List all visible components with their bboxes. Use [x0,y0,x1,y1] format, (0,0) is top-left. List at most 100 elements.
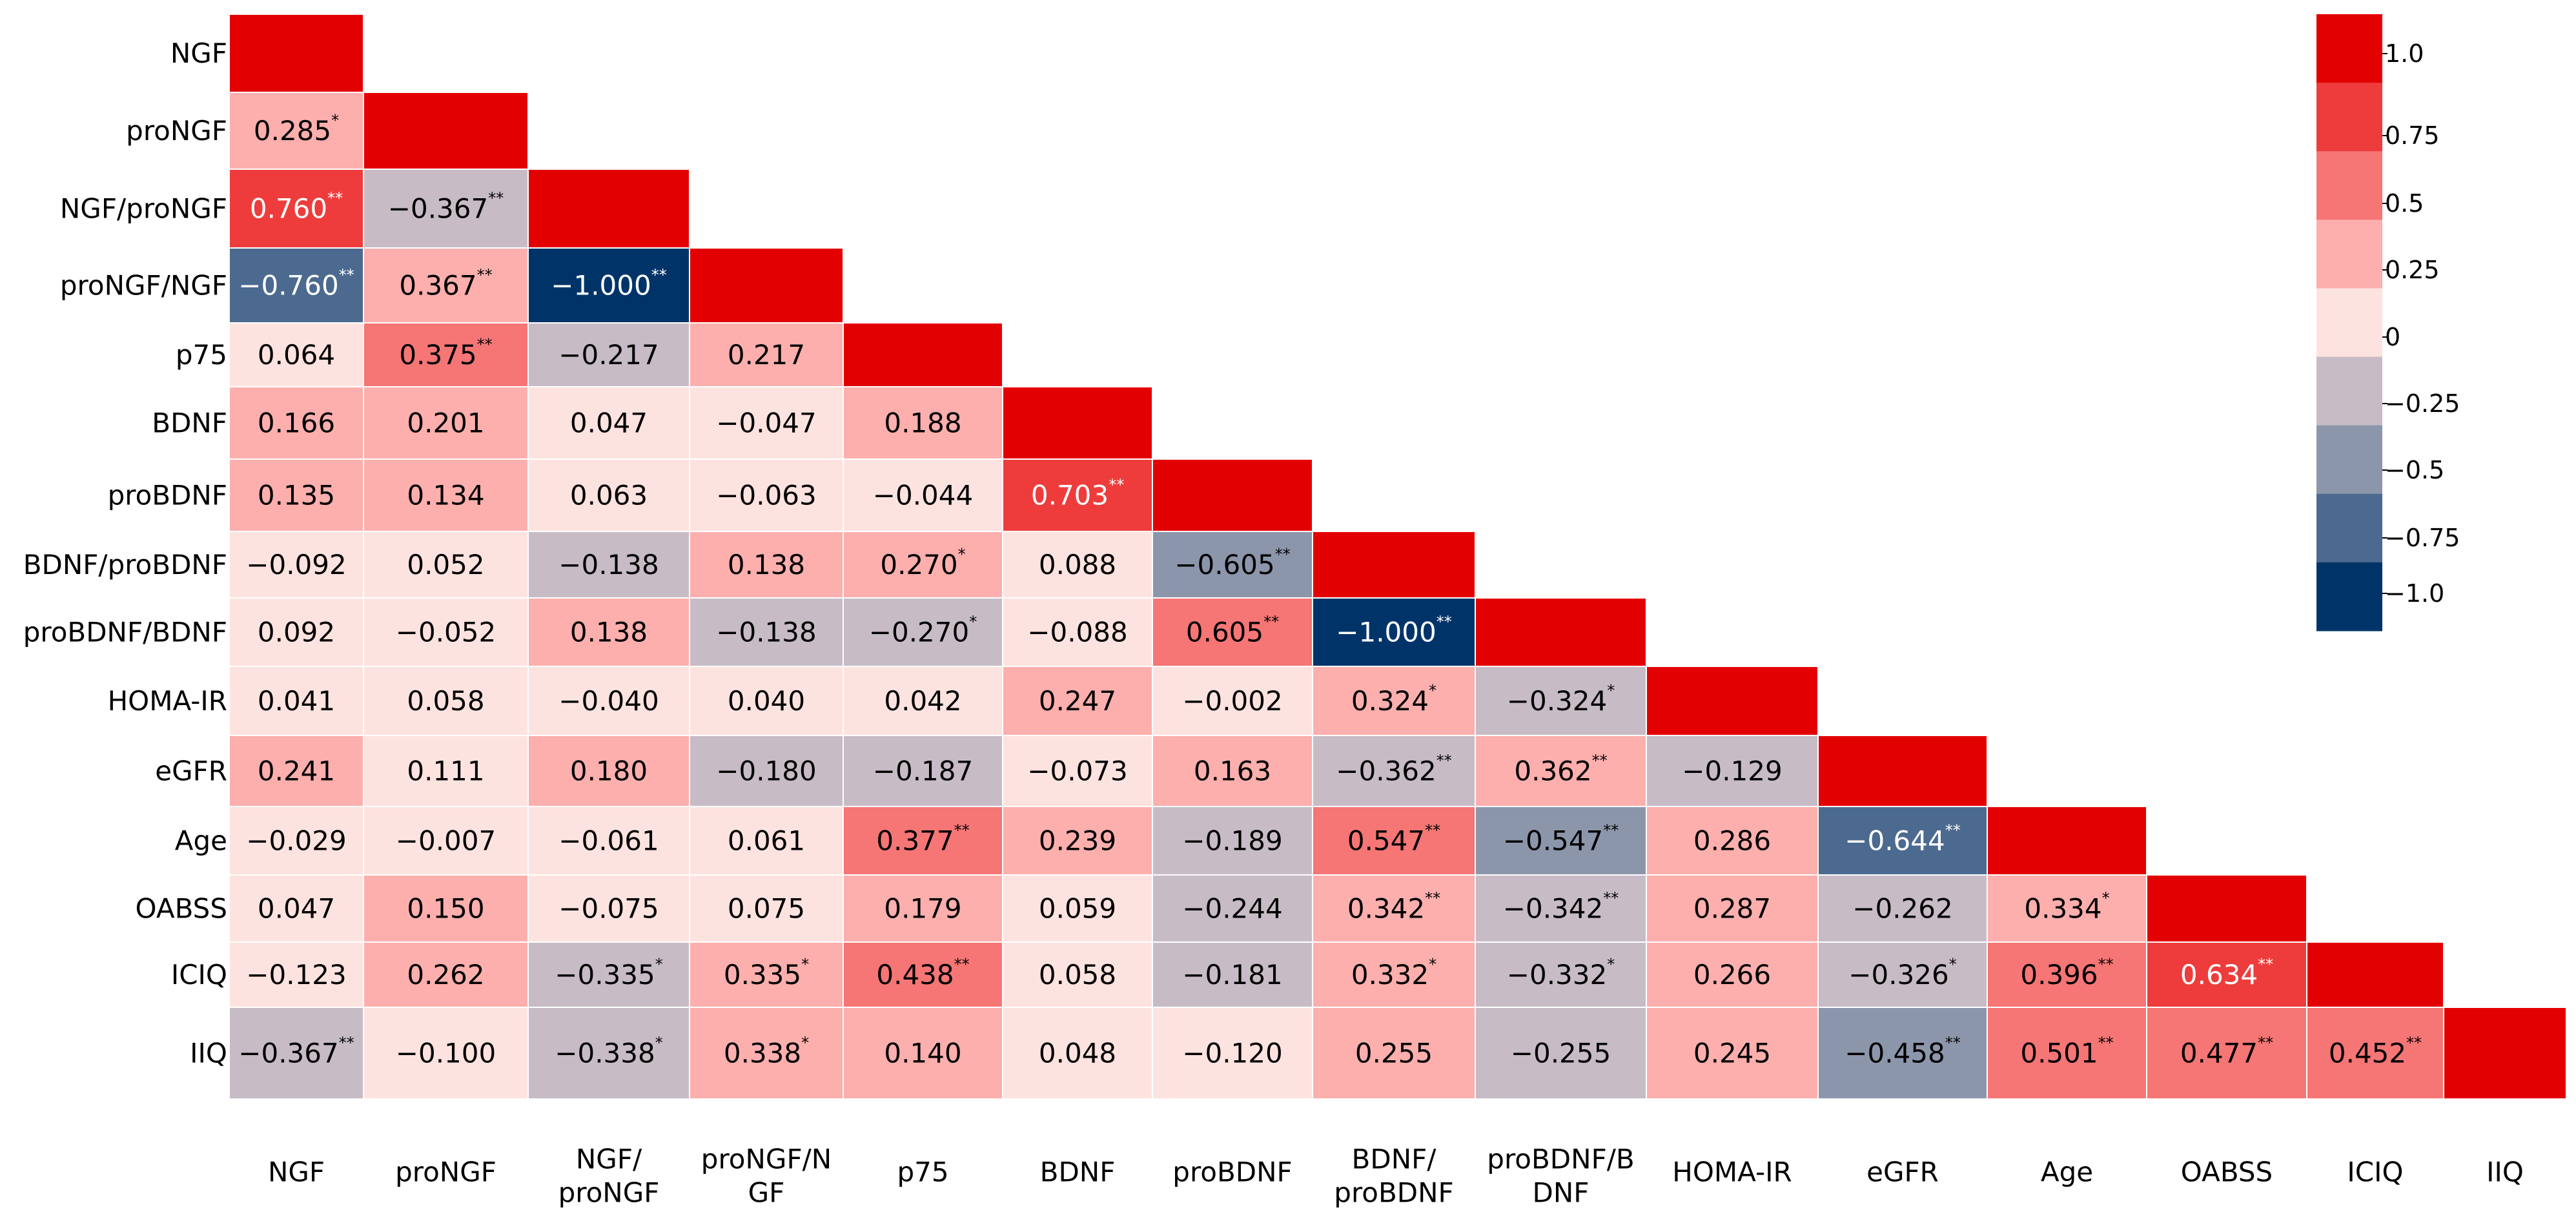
cell-value-label: 0.040 [728,685,805,717]
cell-value-label: 0.634** [2180,956,2273,991]
row-label: OABSS [136,893,227,925]
heatmap-cell [230,93,363,169]
heatmap-cell [230,249,363,322]
heatmap-cell [230,170,363,247]
heatmap-diagonal-cell [844,324,1002,386]
cell-value-label: −0.338* [555,1034,662,1069]
cell-value-label: 0.041 [258,685,335,717]
cell-value-label: −0.332* [1507,956,1615,991]
cell-value-label: −0.189 [1182,825,1282,857]
colorbar-tick-label: −0.5 [2385,456,2444,484]
cell-value-label: 0.092 [258,617,335,648]
cell-value-label: 0.138 [570,617,648,648]
significance-star: ** [954,956,970,974]
heatmap-cell [1153,532,1312,597]
cell-value-label: 0.138 [728,549,805,580]
significance-star: * [801,1034,809,1052]
cell-value-label: −0.075 [558,893,659,925]
heatmap-cell [1819,943,1987,1007]
significance-star: * [969,613,977,631]
cell-value-label: 0.286 [1693,825,1771,857]
colorbar-tick-label: 0 [2385,323,2400,351]
heatmap-cell [1003,876,1152,941]
cell-value-label: −0.255 [1511,1038,1611,1069]
cell-value-label: −0.100 [396,1038,496,1069]
heatmap-cell [844,667,1002,735]
cell-value-label: −0.002 [1182,685,1282,717]
heatmap-cell [529,807,689,874]
cell-value-label: 0.042 [884,685,961,717]
significance-star: ** [339,1034,354,1052]
cell-value-label: 0.188 [884,407,961,439]
heatmap-cell [1476,876,1646,941]
cell-value-label: 0.270* [880,546,965,581]
heatmap-cell [529,460,689,531]
heatmap-cell [230,599,363,666]
significance-star: ** [2406,1034,2422,1052]
heatmap-cell [529,249,689,322]
significance-star: ** [1109,476,1124,494]
heatmap-cell [1476,943,1646,1007]
heatmap-cell [1647,943,1817,1007]
heatmap-cell [1153,943,1312,1007]
cell-value-label: −0.760** [238,266,354,302]
cell-value-label: −0.326* [1848,956,1956,991]
significance-star: ** [651,266,667,284]
row-label: eGFR [155,755,227,787]
significance-star: ** [1945,1034,1961,1052]
column-label: proBDNF [1172,1156,1292,1188]
colorbar: 1.0 0.75 0.5 0.25 0 −0.25 −0.5 −0.75 −1.0 [2316,14,2460,632]
heatmap-cell [230,943,363,1007]
heatmap-diagonal-cell [1476,599,1646,666]
cell-value-label: −0.605** [1174,546,1290,581]
heatmap-cell [364,170,527,247]
column-label: proNGF [395,1156,496,1188]
column-label: BDNF [1040,1156,1116,1188]
cell-value-label: 0.179 [884,893,961,925]
heatmap-cell [529,599,689,666]
heatmap-cells [230,15,2566,1098]
colorbar-tick-label: −0.25 [2385,389,2460,418]
heatmap-cell [1003,736,1152,806]
colorbar-band [2316,83,2382,152]
significance-star: * [958,546,966,564]
heatmap-cell [690,1008,843,1098]
significance-star: ** [1603,821,1619,839]
cell-value-label: −0.052 [396,617,496,648]
heatmap-cell [2147,1008,2306,1098]
significance-star: ** [1945,821,1961,839]
heatmap-cell [1003,599,1152,666]
row-labels: NGF proNGF NGF/proNGF proNGF/NGF p75 BDNF proB… [23,37,227,1069]
cell-value-label: −0.063 [716,480,816,511]
colorbar-band [2316,562,2382,632]
heatmap-cell [364,387,527,458]
cell-value-label: −0.138 [716,617,816,648]
cell-value-label: 0.180 [570,755,648,787]
cell-value-label: 0.134 [407,480,484,511]
heatmap-cell [2147,943,2306,1007]
heatmap-cell [844,532,1002,597]
row-label: BDNF [152,407,227,439]
cell-value-label: −0.244 [1182,893,1282,925]
cell-value-label: 0.245 [1693,1038,1771,1069]
cell-value-label: 0.088 [1039,549,1116,580]
cell-value-label: 0.377** [876,821,969,857]
cell-value-label: 0.396** [2020,956,2113,991]
cell-value-label: −0.644** [1845,821,1960,857]
heatmap-cell [529,736,689,806]
significance-star: ** [2258,1034,2273,1052]
column-label-line: GF [748,1177,785,1209]
significance-star: ** [1263,613,1279,631]
cell-value-label: −0.138 [558,549,659,580]
cell-value-label: 0.135 [258,480,335,511]
heatmap-cell [1153,599,1312,666]
cell-value-label: 0.047 [570,407,648,439]
cell-value-label: −0.547** [1503,821,1619,857]
cell-value-label: 0.075 [728,893,805,925]
cell-value-label: −0.047 [716,407,816,439]
significance-star: ** [1592,752,1608,770]
cell-value-label: 0.058 [407,685,484,717]
colorbar-tick-label: −1.0 [2385,579,2444,608]
cell-value-label: 0.052 [407,549,484,580]
